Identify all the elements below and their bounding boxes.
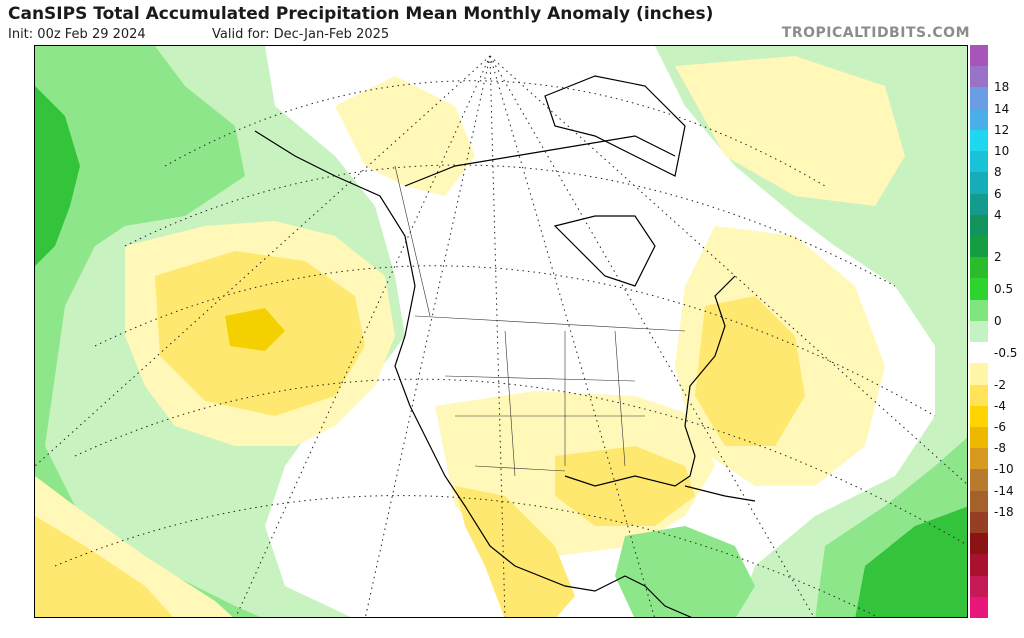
legend-tick-label: -0.5	[994, 345, 1018, 360]
legend-swatch	[970, 278, 988, 301]
caribbean-wet-core	[855, 506, 967, 617]
legend-swatch	[970, 257, 988, 279]
map-canvas	[35, 46, 967, 617]
valid-period: Valid for: Dec-Jan-Feb 2025	[212, 27, 390, 42]
legend-swatch	[970, 108, 988, 131]
legend-swatch	[970, 575, 988, 598]
gulf-coast	[564, 455, 696, 487]
ne-pacific-dry-peak	[225, 308, 285, 351]
arctic-coast	[404, 135, 676, 187]
legend-swatch	[970, 490, 988, 513]
legend-tick-label: -10	[994, 462, 1014, 477]
legend-tick-label: 6	[994, 186, 1002, 201]
pacific-wet-band-inner	[35, 46, 261, 617]
legend-swatch	[970, 87, 988, 110]
legend-swatch	[970, 172, 988, 195]
map-title: CanSIPS Total Accumulated Precipitation …	[8, 4, 714, 24]
legend-swatch	[970, 214, 988, 237]
init-time: Init: 00z Feb 29 2024	[8, 27, 146, 42]
legend-swatch	[970, 299, 988, 322]
cuba	[684, 485, 756, 502]
graticule-lines	[35, 55, 967, 617]
greenland-dry	[675, 56, 905, 206]
precipitation-anomaly-map	[34, 45, 968, 618]
legend-swatch	[970, 469, 988, 492]
legend-tick-label: 10	[994, 144, 1010, 159]
legend-tick-label: 14	[994, 101, 1010, 116]
legend-tick-label: 0	[994, 313, 1002, 328]
east-coast	[684, 275, 736, 457]
legend-tick-label: 0.5	[994, 282, 1014, 297]
legend-swatch	[970, 193, 988, 216]
legend-tick-label: 12	[994, 122, 1010, 137]
legend-swatch	[970, 554, 988, 577]
legend-swatch	[970, 405, 988, 428]
atlantic-wet-band	[655, 46, 967, 617]
legend-swatch	[970, 342, 988, 364]
legend-tick-label: -18	[994, 504, 1014, 519]
pacific-wet-core	[35, 86, 80, 266]
legend-tick-label: 4	[994, 207, 1002, 222]
mexico-dry	[455, 486, 575, 617]
legend-tick-label: -2	[994, 377, 1006, 392]
greenland-coast	[544, 75, 686, 177]
source-credit: TROPICALTIDBITS.COM	[781, 25, 970, 41]
legend-swatch	[970, 384, 988, 407]
hudson-bay	[553, 215, 656, 287]
political-borders	[394, 165, 686, 477]
canada-dry-region	[335, 76, 475, 196]
north-america-coast	[254, 130, 692, 617]
legend-swatch	[970, 66, 988, 88]
legend-tick-label: -8	[994, 441, 1006, 456]
legend-swatch	[970, 45, 988, 67]
legend-swatch	[970, 151, 988, 173]
legend-tick-label: 8	[994, 165, 1002, 180]
legend-swatch	[970, 129, 988, 152]
legend-swatch	[970, 320, 988, 343]
legend-tick-label: -6	[994, 420, 1006, 434]
coastlines	[254, 75, 756, 617]
legend-tick-label: -14	[994, 483, 1014, 498]
legend-swatch	[970, 596, 988, 619]
legend-swatch	[970, 533, 988, 555]
legend-tick-label: 2	[994, 250, 1002, 265]
legend-swatch	[970, 236, 988, 258]
legend-swatch	[970, 427, 988, 449]
sw-pacific-dry-core	[35, 516, 174, 617]
legend-swatch	[970, 363, 988, 386]
legend-tick-label: -4	[994, 398, 1006, 413]
central-america-wet	[615, 526, 755, 617]
legend-swatch	[970, 511, 988, 534]
legend-swatch	[970, 448, 988, 470]
color-legend: 18 14 12 10 8 6 4 2 0.5 0 -0.5 -2 -4 -6 -8 -10 -14 -18	[970, 45, 1024, 619]
legend-tick-label: 18	[994, 80, 1010, 95]
gulf-dry-core	[555, 446, 695, 526]
